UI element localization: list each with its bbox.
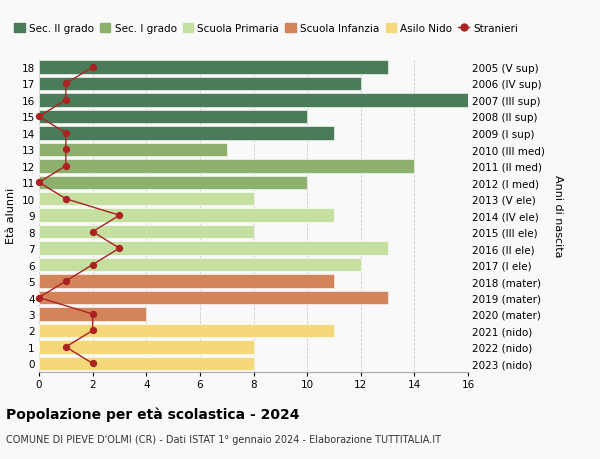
- Text: Popolazione per età scolastica - 2024: Popolazione per età scolastica - 2024: [6, 406, 299, 421]
- Point: [61, 130, 71, 137]
- Point: [34, 294, 44, 302]
- Bar: [39, 127, 334, 140]
- Legend: Sec. II grado, Sec. I grado, Scuola Primaria, Scuola Infanzia, Asilo Nido, Stran: Sec. II grado, Sec. I grado, Scuola Prim…: [14, 24, 518, 34]
- Bar: [39, 78, 361, 91]
- Bar: [39, 176, 307, 190]
- Point: [61, 163, 71, 170]
- Point: [34, 179, 44, 186]
- Point: [115, 245, 124, 252]
- Bar: [39, 258, 361, 272]
- Point: [61, 97, 71, 104]
- Bar: [39, 111, 307, 124]
- Bar: [39, 94, 468, 107]
- Bar: [39, 357, 254, 370]
- Bar: [39, 61, 388, 75]
- Point: [61, 81, 71, 88]
- Bar: [39, 291, 388, 305]
- Point: [88, 311, 97, 318]
- Point: [88, 327, 97, 335]
- Y-axis label: Anni di nascita: Anni di nascita: [553, 174, 563, 257]
- Bar: [39, 209, 334, 223]
- Bar: [39, 225, 254, 239]
- Point: [88, 261, 97, 269]
- Bar: [39, 143, 227, 157]
- Bar: [39, 341, 254, 354]
- Point: [61, 343, 71, 351]
- Point: [88, 64, 97, 72]
- Bar: [39, 274, 334, 288]
- Bar: [39, 242, 388, 255]
- Point: [88, 360, 97, 367]
- Bar: [39, 308, 146, 321]
- Bar: [39, 324, 334, 337]
- Point: [61, 278, 71, 285]
- Point: [115, 212, 124, 219]
- Text: COMUNE DI PIEVE D'OLMI (CR) - Dati ISTAT 1° gennaio 2024 - Elaborazione TUTTITAL: COMUNE DI PIEVE D'OLMI (CR) - Dati ISTAT…: [6, 434, 441, 444]
- Point: [88, 229, 97, 236]
- Point: [61, 146, 71, 154]
- Bar: [39, 160, 415, 173]
- Point: [61, 196, 71, 203]
- Point: [34, 113, 44, 121]
- Bar: [39, 193, 254, 206]
- Y-axis label: Età alunni: Età alunni: [6, 188, 16, 244]
